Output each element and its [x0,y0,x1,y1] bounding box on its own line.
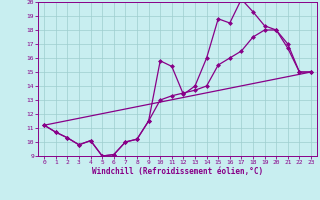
X-axis label: Windchill (Refroidissement éolien,°C): Windchill (Refroidissement éolien,°C) [92,167,263,176]
